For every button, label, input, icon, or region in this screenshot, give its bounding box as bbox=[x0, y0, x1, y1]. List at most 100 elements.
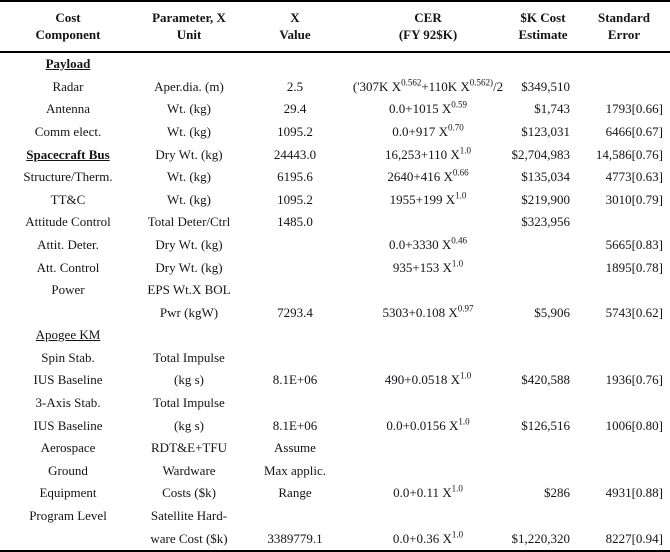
cell-parameter-unit: Total Impulse bbox=[153, 349, 225, 365]
cell-cost-estimate bbox=[508, 459, 578, 482]
cell-std-error bbox=[578, 459, 670, 482]
cell-cer: 5303+0.108 X0.97 bbox=[382, 303, 474, 320]
header-parameter-unit: Parameter, X Unit bbox=[136, 1, 242, 53]
cell-parameter-unit: Dry Wt. (kg) bbox=[155, 259, 223, 275]
header-line: X bbox=[290, 10, 300, 25]
cell-std-error bbox=[578, 437, 670, 460]
cell-parameter-unit: Wt. (kg) bbox=[166, 191, 212, 207]
cer-exponent: 0.46 bbox=[451, 235, 467, 246]
cell-component: IUS Baseline bbox=[33, 372, 103, 388]
cell-cer: 0.0+3330 X0.46 bbox=[389, 235, 467, 252]
table-row: Spin Stab. Total Impulse bbox=[0, 347, 670, 370]
cell-x-value bbox=[242, 392, 348, 415]
header-line: Unit bbox=[176, 27, 202, 42]
cell-cer bbox=[348, 52, 508, 76]
cell-cost-estimate bbox=[508, 347, 578, 370]
cell-std-error: 6466[0.67] bbox=[605, 124, 663, 140]
cell-cost-estimate: $126,516 bbox=[521, 417, 570, 433]
cell-x-value: 1485.0 bbox=[277, 214, 313, 230]
table-row: 3-Axis Stab. Total Impulse bbox=[0, 392, 670, 415]
cell-parameter-unit: Costs ($k) bbox=[162, 485, 216, 501]
cell-cost-estimate bbox=[508, 256, 578, 279]
cell-x-value: 8.1E+06 bbox=[272, 372, 318, 388]
cer-exponent: 1.0 bbox=[459, 145, 471, 156]
cell-x-value: 3389779.1 bbox=[267, 530, 323, 546]
table-row: Radar Aper.dia. (m) 2.5 ('307K X0.562+110K … bbox=[0, 76, 670, 99]
cer-exponent: 0.562) bbox=[469, 77, 493, 88]
cell-component bbox=[0, 301, 136, 324]
cell-cer: 0.0+0.0156 X1.0 bbox=[386, 416, 470, 433]
cell-x-value: 2.5 bbox=[286, 78, 304, 94]
cell-cer: 0.0+1015 X0.59 bbox=[389, 100, 467, 117]
table-row: IUS Baseline (kg s) 8.1E+06 0.0+0.0156 X1.0… bbox=[0, 414, 670, 437]
cell-std-error: 1006[0.80] bbox=[605, 417, 663, 433]
cell-cost-estimate bbox=[508, 324, 578, 347]
table-row: Attit. Deter. Dry Wt. (kg) 0.0+3330 X0.46 5… bbox=[0, 234, 670, 257]
table-row: Aerospace RDT&E+TFU Assume bbox=[0, 437, 670, 460]
header-cer: CER (FY 92$K) bbox=[348, 1, 508, 53]
table-row: Comm elect. Wt. (kg) 1095.2 0.0+917 X0.70 $1… bbox=[0, 121, 670, 144]
header-line: Cost bbox=[55, 10, 81, 25]
cell-component: Comm elect. bbox=[34, 124, 102, 140]
header-line: (FY 92$K) bbox=[398, 27, 458, 42]
cell-parameter-unit: Dry Wt. (kg) bbox=[155, 146, 223, 162]
cell-cer bbox=[348, 347, 508, 370]
header-line: Parameter, X bbox=[152, 10, 226, 25]
table-row: Ground Wardware Max applic. bbox=[0, 459, 670, 482]
cell-parameter-unit: Aper.dia. (m) bbox=[154, 78, 224, 94]
cell-x-value bbox=[242, 347, 348, 370]
cer-exponent: 1.0 bbox=[451, 258, 464, 269]
table-row: TT&C Wt. (kg) 1095.2 1955+199 X1.0 $219,900 3… bbox=[0, 189, 670, 212]
cell-cer: 0.0+917 X0.70 bbox=[392, 122, 464, 140]
table-row: Equipment Costs ($k) Range 0.0+0.11 X1.0 $28… bbox=[0, 482, 670, 505]
cell-std-error bbox=[578, 392, 670, 415]
cell-std-error bbox=[578, 324, 670, 347]
cell-parameter-unit: Total Deter/Ctrl bbox=[147, 214, 231, 230]
cell-component: TT&C bbox=[50, 191, 86, 207]
cell-cost-estimate bbox=[508, 392, 578, 415]
cell-std-error: 1936[0.76] bbox=[605, 372, 663, 388]
cell-cer: 16,253+110 X1.0 bbox=[385, 145, 471, 162]
cell-cost-estimate: $1,220,320 bbox=[511, 530, 571, 546]
cell-cost-estimate bbox=[508, 279, 578, 302]
cell-cer: 490+0.0518 X1.0 bbox=[384, 371, 472, 388]
cell-std-error bbox=[578, 347, 670, 370]
cell-cost-estimate: $5,906 bbox=[534, 304, 570, 320]
cell-component: Apogee KM bbox=[35, 327, 101, 343]
cell-cost-estimate: $349,510 bbox=[521, 78, 570, 94]
cell-x-value bbox=[242, 505, 348, 528]
cell-cer: ('307K X0.562+110K X0.562)/2 bbox=[352, 77, 504, 94]
cell-cer bbox=[348, 392, 508, 415]
cer-exponent: 0.66 bbox=[452, 167, 469, 178]
cell-x-value: 6195.6 bbox=[277, 169, 313, 185]
cell-component: Aerospace bbox=[40, 440, 96, 456]
header-standard-error: Standard Error bbox=[578, 1, 670, 53]
header-line: Estimate bbox=[518, 27, 568, 42]
cell-x-value: 29.4 bbox=[283, 101, 307, 117]
table-row: Spacecraft Bus Dry Wt. (kg) 24443.0 16,253+… bbox=[0, 143, 670, 166]
table-row: Structure/Therm. Wt. (kg) 6195.6 2640+416 X… bbox=[0, 166, 670, 189]
table-row: Apogee KM bbox=[0, 324, 670, 347]
cell-parameter-unit: ware Cost ($k) bbox=[150, 530, 228, 546]
cell-component: Radar bbox=[52, 78, 84, 94]
cell-cer: 0.0+0.36 X1.0 bbox=[392, 529, 464, 546]
cell-component: Attit. Deter. bbox=[37, 236, 99, 252]
header-x-value: X Value bbox=[242, 1, 348, 53]
header-cost-component: Cost Component bbox=[0, 1, 136, 53]
cell-x-value: Max applic. bbox=[263, 462, 327, 478]
cell-component: Att. Control bbox=[36, 259, 100, 275]
cer-exponent: 0.97 bbox=[457, 303, 474, 314]
cell-x-value: 7293.4 bbox=[277, 304, 313, 320]
cell-component bbox=[0, 527, 136, 551]
header-line: $K Cost bbox=[520, 10, 566, 25]
cell-component: Payload bbox=[45, 56, 91, 72]
cell-component: Power bbox=[51, 282, 85, 298]
cell-std-error bbox=[578, 76, 670, 99]
cell-std-error: 4931[0.88] bbox=[605, 485, 663, 501]
table-header: Cost Component Parameter, X Unit X Value… bbox=[0, 1, 670, 53]
cell-parameter-unit: (kg s) bbox=[174, 372, 204, 388]
cer-exponent: 1.0 bbox=[455, 190, 467, 201]
cell-std-error: 4773[0.63] bbox=[605, 169, 663, 185]
table-row: ware Cost ($k) 3389779.1 0.0+0.36 X1.0 $1,2… bbox=[0, 527, 670, 551]
